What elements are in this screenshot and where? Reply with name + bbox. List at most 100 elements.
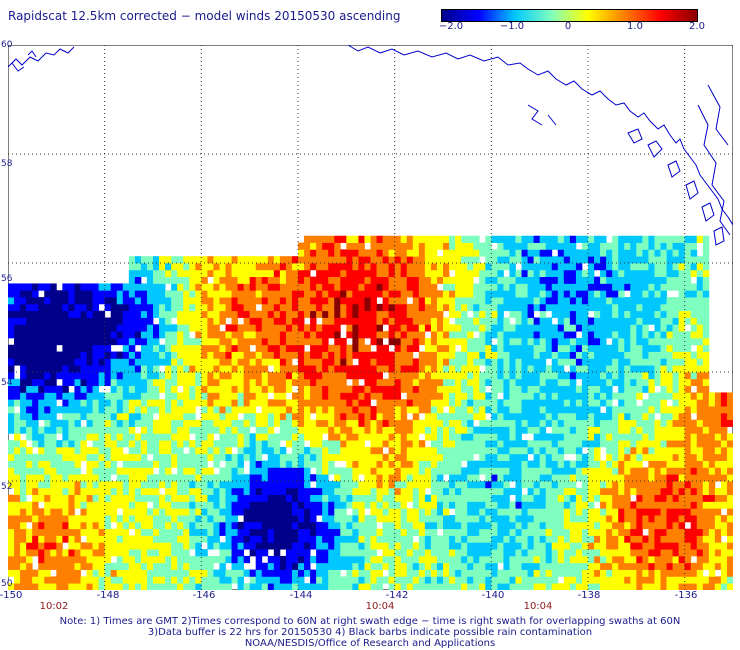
wind-cell bbox=[110, 535, 118, 543]
wind-cell bbox=[642, 515, 649, 523]
wind-cell bbox=[183, 406, 190, 414]
wind-cell bbox=[310, 521, 317, 530]
wind-cell bbox=[44, 487, 51, 496]
wind-cell bbox=[189, 297, 196, 305]
wind-cell bbox=[177, 528, 184, 536]
wind-cell bbox=[672, 433, 680, 441]
wind-cell bbox=[68, 521, 75, 530]
wind-cell bbox=[165, 372, 172, 380]
wind-cell bbox=[195, 378, 202, 387]
wind-cell bbox=[80, 303, 87, 312]
wind-cell bbox=[165, 542, 172, 550]
wind-cell bbox=[479, 555, 486, 564]
wind-cell bbox=[684, 494, 692, 502]
wind-cell bbox=[666, 331, 673, 339]
wind-cell bbox=[32, 576, 39, 584]
wind-cell bbox=[630, 297, 637, 305]
wind-cell bbox=[630, 440, 637, 448]
wind-cell bbox=[551, 372, 559, 380]
wind-cell bbox=[388, 576, 396, 584]
wind-cell bbox=[473, 555, 480, 564]
wind-cell bbox=[44, 474, 51, 482]
wind-cell bbox=[171, 555, 178, 564]
wind-cell bbox=[146, 474, 154, 482]
wind-cell bbox=[581, 412, 589, 421]
wind-cell bbox=[358, 392, 365, 400]
wind-cell bbox=[213, 453, 220, 461]
wind-cell bbox=[376, 446, 383, 455]
wind-cell bbox=[479, 324, 486, 332]
wind-cell bbox=[340, 501, 347, 509]
wind-cell bbox=[298, 337, 305, 346]
wind-cell bbox=[291, 399, 299, 407]
wind-cell bbox=[110, 412, 118, 421]
wind-cell bbox=[666, 385, 673, 393]
wind-cell bbox=[279, 426, 287, 434]
wind-cell bbox=[50, 317, 57, 325]
wind-cell bbox=[666, 487, 673, 496]
wind-cell bbox=[207, 344, 214, 352]
wind-cell bbox=[116, 433, 124, 441]
wind-cell bbox=[400, 446, 408, 455]
wind-cell bbox=[273, 467, 281, 475]
wind-cell bbox=[382, 555, 390, 564]
wind-cell bbox=[364, 467, 371, 475]
wind-cell bbox=[436, 351, 444, 359]
wind-cell bbox=[690, 501, 698, 509]
wind-cell bbox=[8, 583, 15, 590]
wind-cell bbox=[80, 351, 87, 359]
wind-cell bbox=[104, 487, 112, 496]
wind-cell bbox=[298, 372, 305, 380]
wind-cell bbox=[334, 521, 341, 530]
wind-cell bbox=[720, 474, 728, 482]
wind-cell bbox=[171, 365, 178, 373]
wind-cell bbox=[26, 481, 33, 489]
wind-cell bbox=[122, 528, 130, 536]
wind-cell bbox=[436, 406, 444, 414]
wind-cell bbox=[159, 440, 166, 448]
wind-cell bbox=[267, 399, 275, 407]
wind-cell bbox=[44, 494, 51, 502]
wind-cell bbox=[50, 501, 57, 509]
wind-cell bbox=[678, 344, 686, 352]
wind-cell bbox=[316, 569, 323, 577]
wind-cell bbox=[98, 555, 106, 564]
wind-cell bbox=[110, 297, 118, 305]
wind-cell bbox=[588, 297, 595, 305]
wind-cell bbox=[285, 317, 293, 325]
wind-cell bbox=[68, 351, 75, 359]
wind-cell bbox=[624, 440, 631, 448]
wind-cell bbox=[298, 324, 305, 332]
wind-cell bbox=[491, 446, 498, 455]
wind-cell bbox=[400, 481, 408, 489]
wind-cell bbox=[479, 453, 486, 461]
wind-cell bbox=[322, 317, 329, 325]
wind-cell bbox=[636, 515, 643, 523]
wind-cell bbox=[642, 303, 649, 312]
wind-cell bbox=[285, 474, 293, 482]
wind-cell bbox=[382, 331, 390, 339]
wind-cell bbox=[648, 535, 655, 543]
wind-cell bbox=[279, 365, 287, 373]
wind-cell bbox=[400, 521, 408, 530]
wind-cell bbox=[539, 528, 547, 536]
wind-cell bbox=[648, 467, 655, 475]
wind-cell bbox=[648, 365, 655, 373]
wind-cell bbox=[376, 576, 383, 584]
wind-cell bbox=[134, 372, 142, 380]
wind-cell bbox=[696, 508, 704, 516]
wind-cell bbox=[20, 344, 27, 352]
wind-cell bbox=[352, 467, 359, 475]
wind-cell bbox=[521, 365, 528, 373]
wind-cell bbox=[449, 412, 456, 421]
wind-cell bbox=[44, 446, 51, 455]
wind-cell bbox=[575, 467, 583, 475]
wind-cell bbox=[545, 331, 553, 339]
wind-cell bbox=[146, 440, 154, 448]
wind-cell bbox=[575, 515, 583, 523]
wind-cell bbox=[515, 474, 522, 482]
wind-cell bbox=[279, 576, 287, 584]
wind-cell bbox=[20, 440, 27, 448]
wind-cell bbox=[322, 562, 329, 570]
wind-cell bbox=[153, 521, 160, 530]
